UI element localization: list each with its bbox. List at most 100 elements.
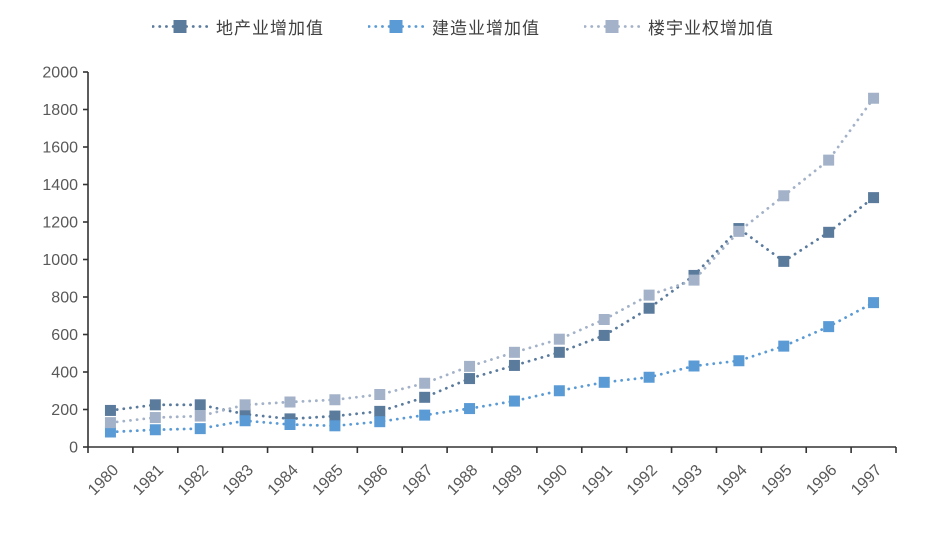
x-axis-tick-label: 1989 (489, 462, 526, 499)
x-axis-tick-label: 1983 (220, 462, 257, 499)
x-axis-tick-label: 1981 (130, 462, 167, 499)
data-point (598, 329, 610, 341)
data-point (598, 314, 610, 325)
series-line (109, 301, 875, 434)
data-point (104, 417, 116, 429)
data-point (643, 302, 655, 314)
data-point (104, 404, 116, 416)
data-point (553, 346, 565, 358)
series-line (109, 96, 875, 425)
data-point (194, 399, 206, 411)
series-1 (104, 297, 880, 438)
y-axis-tick-label: 1400 (42, 177, 78, 194)
y-axis-tick-label: 200 (51, 402, 78, 419)
x-axis-tick-label: 1994 (714, 462, 751, 499)
x-axis-tick-label: 1996 (803, 462, 840, 499)
data-point (823, 154, 835, 166)
y-axis-tick-label: 400 (51, 365, 78, 382)
legend-marker-icon (152, 20, 208, 33)
data-point (868, 192, 880, 204)
x-axis-tick-label: 1991 (579, 462, 616, 499)
x-axis-tick-label: 1986 (354, 462, 391, 499)
data-point (329, 420, 341, 432)
y-axis-tick-label: 0 (69, 440, 78, 457)
data-point (149, 412, 161, 424)
legend-item-1: 建造业增加值 (368, 14, 540, 39)
y-axis-tick-label: 800 (51, 290, 78, 307)
x-axis-tick-label: 1985 (310, 462, 347, 499)
x-axis-tick-label: 1980 (85, 462, 122, 499)
data-point (329, 394, 341, 406)
x-axis-tick-label: 1990 (534, 462, 571, 499)
data-point (374, 416, 386, 428)
data-point (239, 399, 251, 411)
data-point (778, 190, 790, 202)
data-point (464, 373, 476, 385)
legend-marker-icon (584, 20, 640, 33)
legend-item-0: 地产业增加值 (152, 14, 324, 39)
y-axis-tick-label: 2000 (42, 65, 78, 82)
data-point (284, 413, 296, 425)
data-point (284, 396, 296, 408)
legend-label: 地产业增加值 (216, 19, 324, 38)
y-axis-tick-label: 1200 (42, 215, 78, 232)
data-point (868, 297, 880, 309)
data-point (239, 408, 251, 420)
data-point (733, 355, 745, 367)
data-point (508, 346, 520, 358)
y-axis-tick-label: 600 (51, 327, 78, 344)
series-line (109, 196, 875, 421)
legend-marker-icon (368, 20, 424, 33)
data-point (598, 376, 610, 388)
data-point (553, 385, 565, 397)
x-axis-tick-label: 1982 (175, 462, 212, 499)
series-0 (104, 192, 880, 425)
data-point (688, 360, 700, 372)
data-point (284, 419, 296, 430)
x-axis-tick-label: 1992 (624, 462, 661, 499)
data-point (643, 289, 655, 301)
data-point (194, 423, 206, 435)
data-point (329, 410, 341, 422)
data-point (464, 403, 476, 415)
x-axis-tick-label: 1997 (848, 462, 885, 499)
data-point (643, 371, 655, 383)
data-point (149, 399, 161, 411)
data-point (419, 391, 431, 403)
legend-label: 楼宇业权增加值 (648, 19, 774, 38)
x-axis-tick-label: 1984 (265, 462, 302, 499)
series-2 (104, 92, 880, 429)
data-point (374, 405, 386, 417)
y-axis-tick-label: 1800 (42, 102, 78, 119)
data-point (149, 424, 161, 436)
data-point (508, 359, 520, 371)
data-point (508, 395, 520, 407)
data-point (868, 92, 880, 104)
data-point (374, 389, 386, 400)
data-point (419, 409, 431, 421)
data-point (194, 410, 206, 422)
data-point (464, 360, 476, 372)
data-point (778, 255, 790, 267)
chart-legend: 地产业增加值 建造业增加值 楼宇业权增加值 (0, 14, 926, 39)
y-axis-tick-label: 1600 (42, 140, 78, 157)
x-axis-tick-label: 1987 (399, 462, 436, 499)
data-point (553, 333, 565, 345)
data-point (823, 226, 835, 238)
data-point (823, 321, 835, 333)
data-point (104, 426, 116, 438)
axes: 0 200 400 600 800 1000 1200 1400 1600 1800 2000 198… (42, 65, 897, 499)
data-point (688, 274, 700, 286)
data-point (733, 225, 745, 237)
x-axis-tick-label: 1993 (669, 462, 706, 499)
legend-item-2: 楼宇业权增加值 (584, 14, 774, 39)
x-axis-tick-label: 1995 (758, 462, 795, 499)
data-point (239, 415, 251, 427)
data-point (778, 340, 790, 352)
data-point (419, 377, 431, 389)
y-axis-tick-label: 1000 (42, 252, 78, 269)
x-axis-tick-label: 1988 (444, 462, 481, 499)
legend-label: 建造业增加值 (432, 19, 540, 38)
